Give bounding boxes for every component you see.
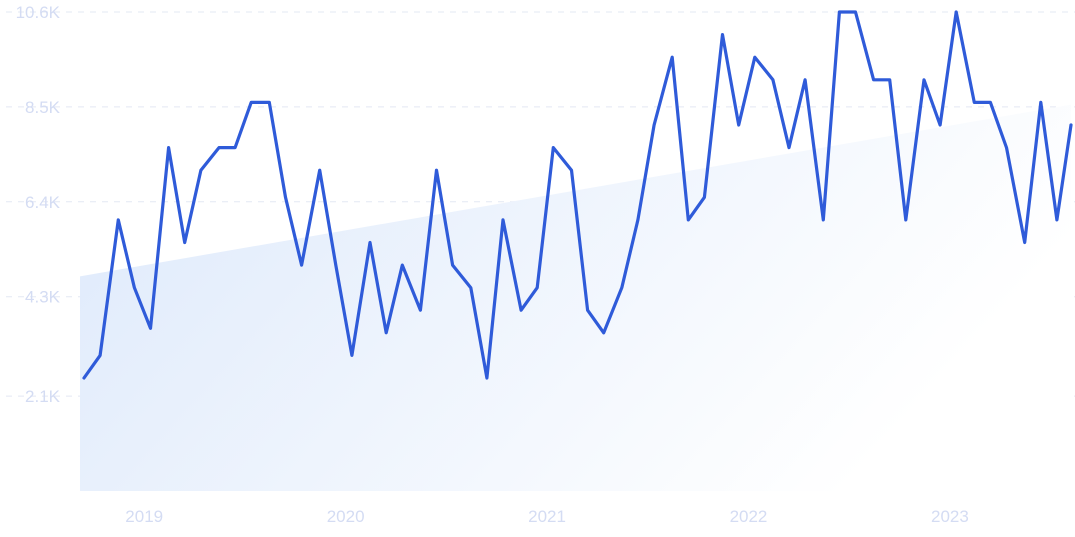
y-tick-label: 6.4K <box>25 193 61 212</box>
series-line <box>82 10 1073 380</box>
x-axis: 2019 2020 2021 2022 2023 <box>125 507 969 526</box>
y-tick-label: 10.6K <box>16 3 61 22</box>
x-tick-label: 2021 <box>528 507 566 526</box>
y-tick-label: 4.3K <box>25 288 61 307</box>
y-tick-label: 8.5K <box>25 98 61 117</box>
y-axis: 10.6K 8.5K 6.4K 4.3K 2.1K <box>16 3 61 406</box>
x-tick-label: 2019 <box>125 507 163 526</box>
x-tick-label: 2023 <box>931 507 969 526</box>
trend-area <box>80 104 1071 492</box>
y-tick-label: 2.1K <box>25 387 61 406</box>
x-tick-label: 2020 <box>327 507 365 526</box>
x-tick-label: 2022 <box>730 507 768 526</box>
